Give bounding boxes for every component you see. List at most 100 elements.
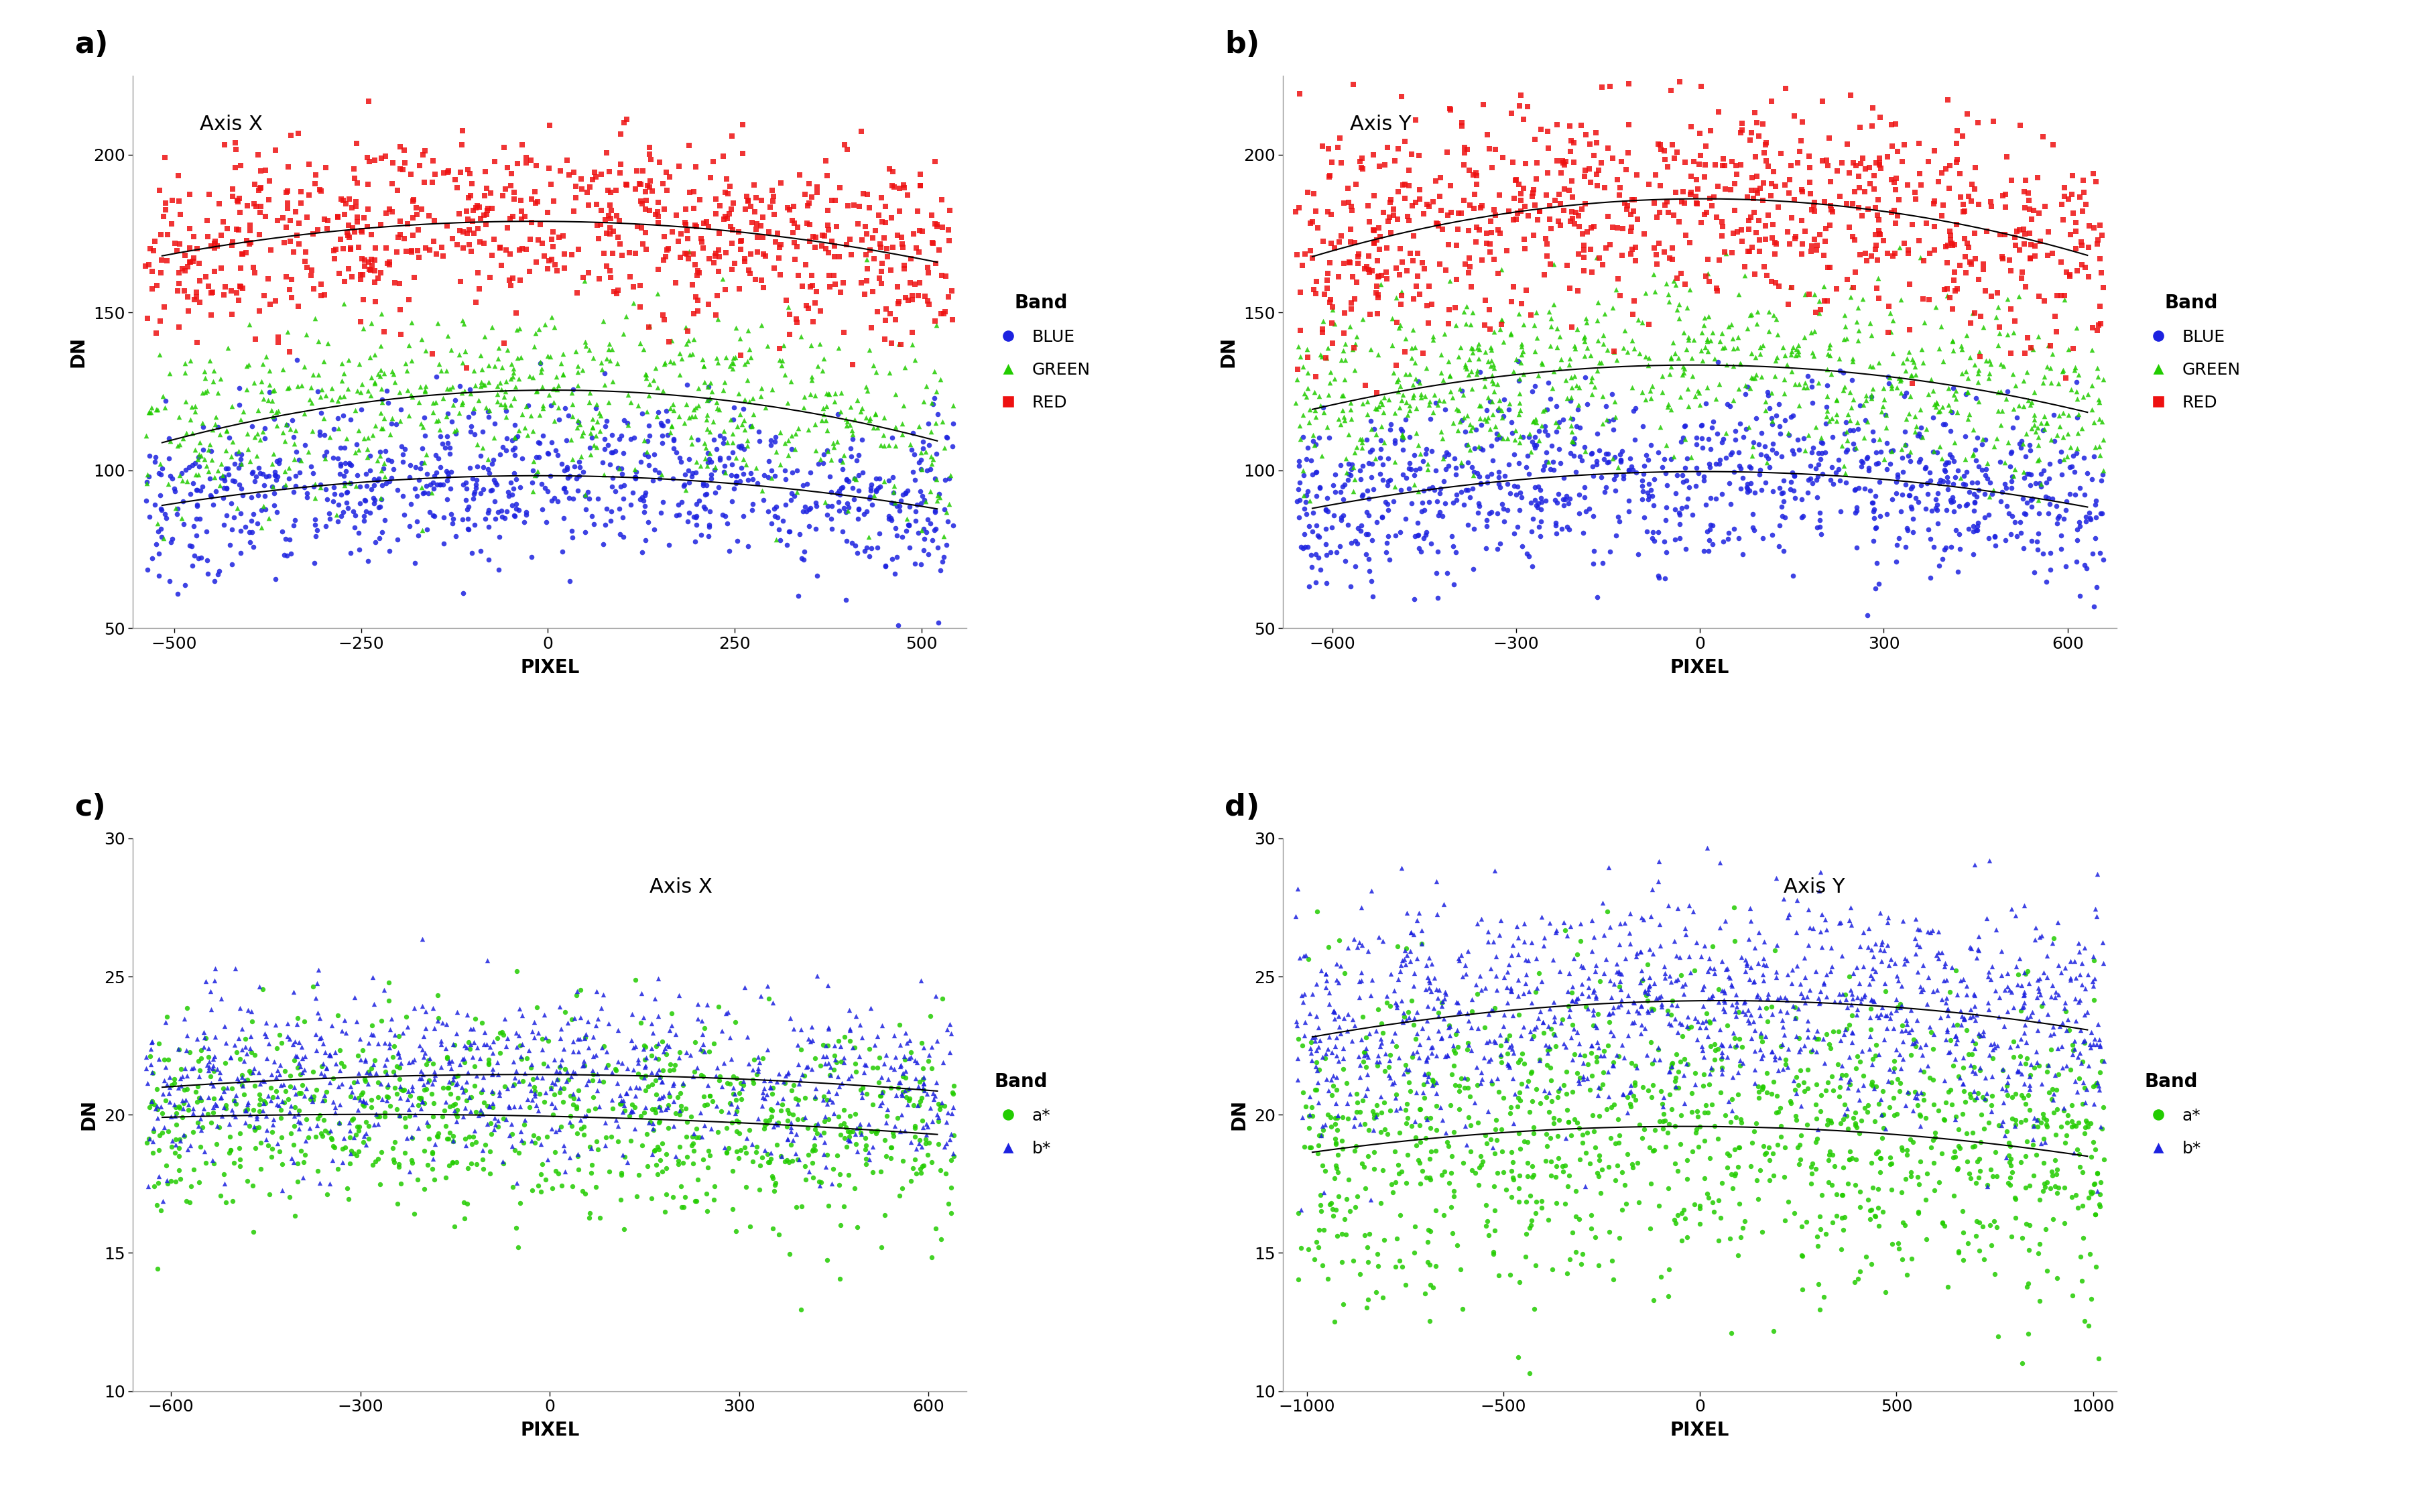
Point [859,416,897,440]
Point [481,236,520,260]
Point [1667,1225,1705,1249]
Point [1529,136,1568,160]
Point [469,497,508,522]
Point [385,1078,423,1102]
Point [779,263,818,287]
Point [694,428,733,452]
Point [2073,316,2112,340]
Point [651,1052,689,1077]
Point [1698,275,1737,299]
Point [1536,1022,1575,1046]
Point [312,1125,351,1149]
Point [1289,1084,1328,1108]
Point [764,1069,803,1093]
Point [186,1151,225,1175]
Point [1730,895,1768,919]
Point [602,122,641,147]
Point [1928,1275,1967,1299]
Point [1328,177,1367,201]
Point [624,1037,663,1061]
Point [329,451,368,475]
Point [825,1111,864,1136]
Point [1684,993,1722,1018]
Point [2044,1099,2083,1123]
Point [375,370,414,395]
Point [1853,1074,1892,1098]
Point [1410,476,1449,500]
Point [878,494,917,519]
Point [145,145,184,169]
Point [2003,429,2042,454]
Point [2071,1287,2109,1311]
Point [1616,1070,1655,1095]
Point [2054,337,2092,361]
Point [418,352,457,376]
Point [2042,440,2080,464]
Point [423,1077,462,1101]
Point [290,263,329,287]
Point [752,1148,791,1172]
Point [612,1028,651,1052]
Point [1824,422,1863,446]
Point [1280,195,1318,219]
Point [1609,1101,1647,1125]
Point [1420,1095,1459,1119]
Point [535,376,573,401]
Point [597,204,636,228]
Point [1405,977,1444,1001]
Point [706,1136,745,1160]
Point [373,360,411,384]
Point [2010,1213,2049,1237]
Point [1947,493,1986,517]
Point [288,1107,327,1131]
Point [2071,215,2109,239]
Point [1955,983,1993,1007]
Point [808,198,847,222]
Point [2066,1116,2105,1140]
Point [535,1083,573,1107]
Point [699,260,738,284]
Point [1413,325,1451,349]
Point [1870,1005,1909,1030]
Point [1756,231,1795,256]
Point [1759,345,1797,369]
Point [1476,859,1514,883]
Point [409,1154,448,1178]
Point [1967,466,2005,490]
Point [1783,242,1822,266]
Point [2076,435,2114,460]
Point [1909,992,1947,1016]
Point [1330,249,1369,274]
Point [1483,1117,1522,1142]
Point [1434,491,1473,516]
Point [365,144,404,168]
Point [1969,996,2008,1021]
Point [1930,175,1969,200]
Point [1509,204,1548,228]
Point [486,177,525,201]
Point [820,479,859,503]
Point [743,1080,781,1104]
Point [1831,912,1870,936]
Point [1860,151,1899,175]
Point [716,1099,755,1123]
Point [1836,478,1875,502]
Point [254,407,293,431]
Point [2078,231,2117,256]
Point [232,231,271,256]
Point [1357,274,1396,298]
Point [1369,446,1408,470]
Point [324,500,363,525]
Point [181,269,220,293]
Point [2063,1269,2102,1293]
Point [714,440,752,464]
Point [1901,934,1940,959]
Point [1867,910,1906,934]
Point [1887,535,1926,559]
Point [1408,1250,1447,1275]
Point [1807,918,1846,942]
Point [1309,485,1347,510]
Point [868,1098,907,1122]
Point [617,968,656,992]
Point [375,1077,414,1101]
